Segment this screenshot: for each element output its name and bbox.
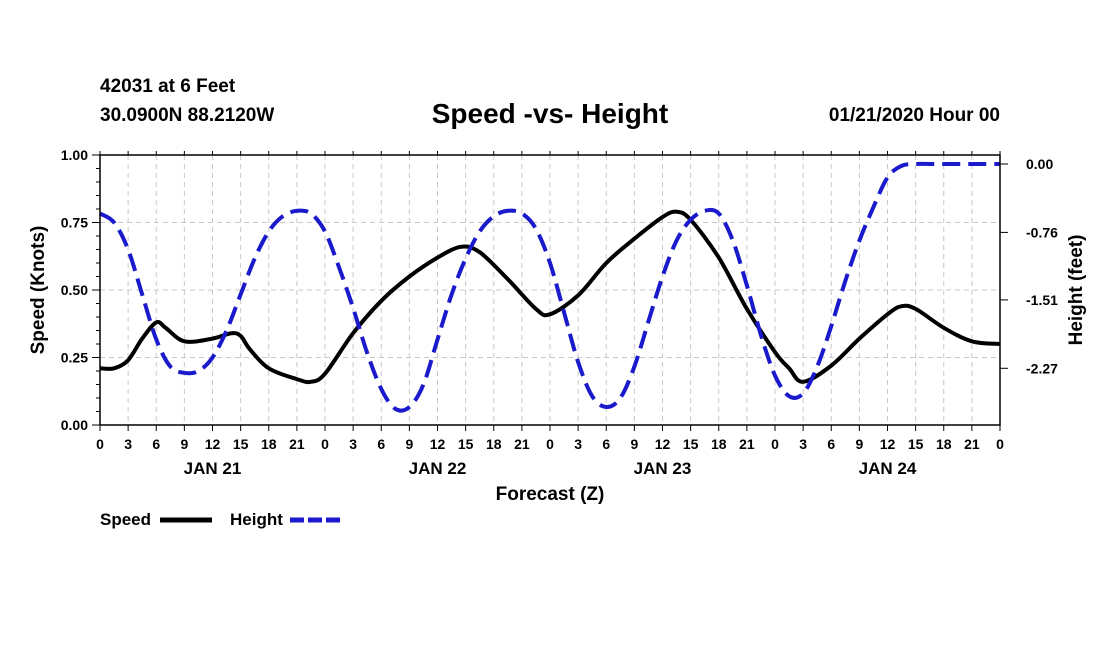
x-tick-label: 9 bbox=[180, 436, 188, 452]
x-tick-label: 0 bbox=[546, 436, 554, 452]
y2-tick-label: -0.76 bbox=[1026, 224, 1058, 240]
x-tick-label: 0 bbox=[771, 436, 779, 452]
y-tick-label: 0.50 bbox=[61, 282, 88, 298]
x-tick-label: 6 bbox=[377, 436, 385, 452]
x-tick-label: 15 bbox=[683, 436, 699, 452]
x-tick-label: 15 bbox=[908, 436, 924, 452]
y-tick-label: 1.00 bbox=[61, 147, 88, 163]
x-tick-label: 21 bbox=[739, 436, 755, 452]
x-tick-label: 21 bbox=[964, 436, 980, 452]
y2-axis-title: Height (feet) bbox=[1066, 235, 1087, 346]
x-tick-label: 0 bbox=[321, 436, 329, 452]
y-tick-label: 0.75 bbox=[61, 215, 88, 231]
legend: Speed Height bbox=[100, 510, 342, 529]
x-axis-title: Forecast (Z) bbox=[496, 484, 605, 505]
x-tick-label: 6 bbox=[827, 436, 835, 452]
y-tick-label: 0.25 bbox=[61, 350, 88, 366]
x-tick-label: 3 bbox=[124, 436, 132, 452]
x-tick-label: 3 bbox=[349, 436, 357, 452]
day-label: JAN 21 bbox=[184, 459, 242, 478]
x-tick-label: 6 bbox=[152, 436, 160, 452]
x-tick-label: 12 bbox=[655, 436, 671, 452]
x-tick-label: 12 bbox=[880, 436, 896, 452]
y2-tick-label: 0.00 bbox=[1026, 156, 1053, 172]
day-label: JAN 24 bbox=[859, 459, 917, 478]
x-tick-label: 18 bbox=[486, 436, 502, 452]
x-tick-label: 18 bbox=[711, 436, 727, 452]
x-tick-label: 15 bbox=[233, 436, 249, 452]
x-tick-label: 6 bbox=[602, 436, 610, 452]
x-tick-label: 9 bbox=[855, 436, 863, 452]
location-label: 30.0900N 88.2120W bbox=[100, 105, 275, 126]
x-tick-label: 0 bbox=[996, 436, 1004, 452]
series-layer bbox=[98, 161, 1001, 413]
day-label: JAN 22 bbox=[409, 459, 467, 478]
x-tick-label: 21 bbox=[289, 436, 305, 452]
x-tick-label: 15 bbox=[458, 436, 474, 452]
x-tick-label: 0 bbox=[96, 436, 104, 452]
series-line-speed bbox=[99, 209, 1001, 385]
chart-title: Speed -vs- Height bbox=[431, 98, 669, 129]
x-tick-label: 9 bbox=[630, 436, 638, 452]
y2-tick-label: -2.27 bbox=[1026, 360, 1058, 376]
y2-tick-label: -1.51 bbox=[1026, 292, 1058, 308]
legend-height-label: Height bbox=[230, 510, 283, 529]
day-label: JAN 23 bbox=[634, 459, 692, 478]
x-tick-label: 21 bbox=[514, 436, 530, 452]
y-axis-title: Speed (Knots) bbox=[28, 226, 49, 355]
y-tick-label: 0.00 bbox=[61, 417, 88, 433]
grid bbox=[100, 155, 1000, 425]
x-tick-label: 3 bbox=[574, 436, 582, 452]
x-tick-label: 12 bbox=[430, 436, 446, 452]
axes: 0 3 6 9 12 15 18 21 0 3 6 9 12 15 18 21 0 3 6 9 12 15 18 21 0 3 6 9… bbox=[61, 147, 1058, 478]
legend-speed-label: Speed bbox=[100, 510, 151, 529]
x-tick-label: 18 bbox=[936, 436, 952, 452]
forecast-datetime: 01/21/2020 Hour 00 bbox=[828, 105, 1000, 126]
series-line-height bbox=[98, 161, 1000, 413]
x-tick-label: 12 bbox=[205, 436, 221, 452]
x-tick-label: 18 bbox=[261, 436, 277, 452]
x-tick-label: 3 bbox=[799, 436, 807, 452]
station-label: 42031 at 6 Feet bbox=[100, 76, 236, 97]
x-tick-label: 9 bbox=[405, 436, 413, 452]
